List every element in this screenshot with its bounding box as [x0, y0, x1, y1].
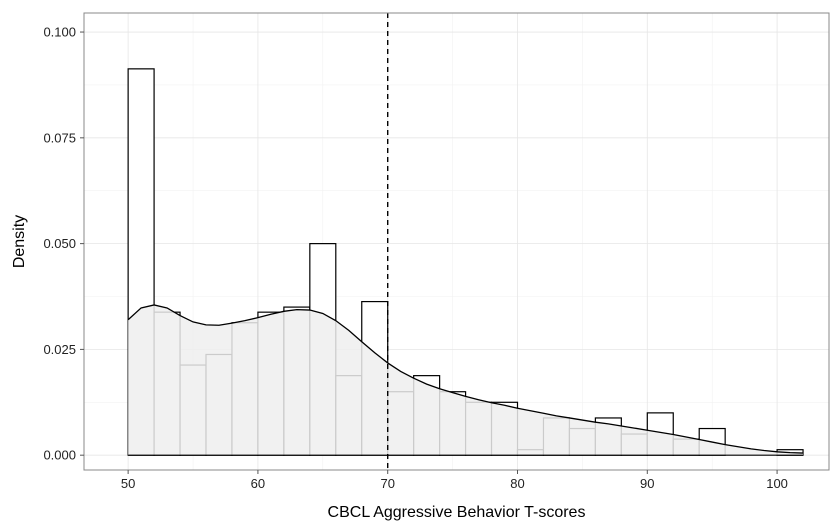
y-axis-title: Density — [11, 215, 28, 268]
x-tick-label: 100 — [766, 476, 788, 491]
x-tick-label: 80 — [510, 476, 524, 491]
density-curve-layer — [127, 304, 804, 456]
x-tick-label: 60 — [251, 476, 265, 491]
y-axis: 0.000 0.025 0.050 0.075 0.100 — [43, 25, 84, 463]
x-tick-label: 70 — [380, 476, 394, 491]
y-tick-label: 0.075 — [43, 130, 76, 145]
x-axis-title: CBCL Aggressive Behavior T-scores — [328, 504, 586, 521]
y-tick-label: 0.050 — [43, 236, 76, 251]
x-tick-label: 90 — [640, 476, 654, 491]
y-tick-label: 0.000 — [43, 448, 76, 463]
x-tick-label: 50 — [121, 476, 135, 491]
density-area — [128, 304, 804, 456]
x-axis: 50 60 70 80 90 100 — [121, 470, 788, 491]
plot-panel-border — [83, 12, 830, 471]
y-tick-label: 0.025 — [43, 342, 76, 357]
y-tick-label: 0.100 — [43, 25, 76, 40]
density-curve — [127, 304, 804, 454]
